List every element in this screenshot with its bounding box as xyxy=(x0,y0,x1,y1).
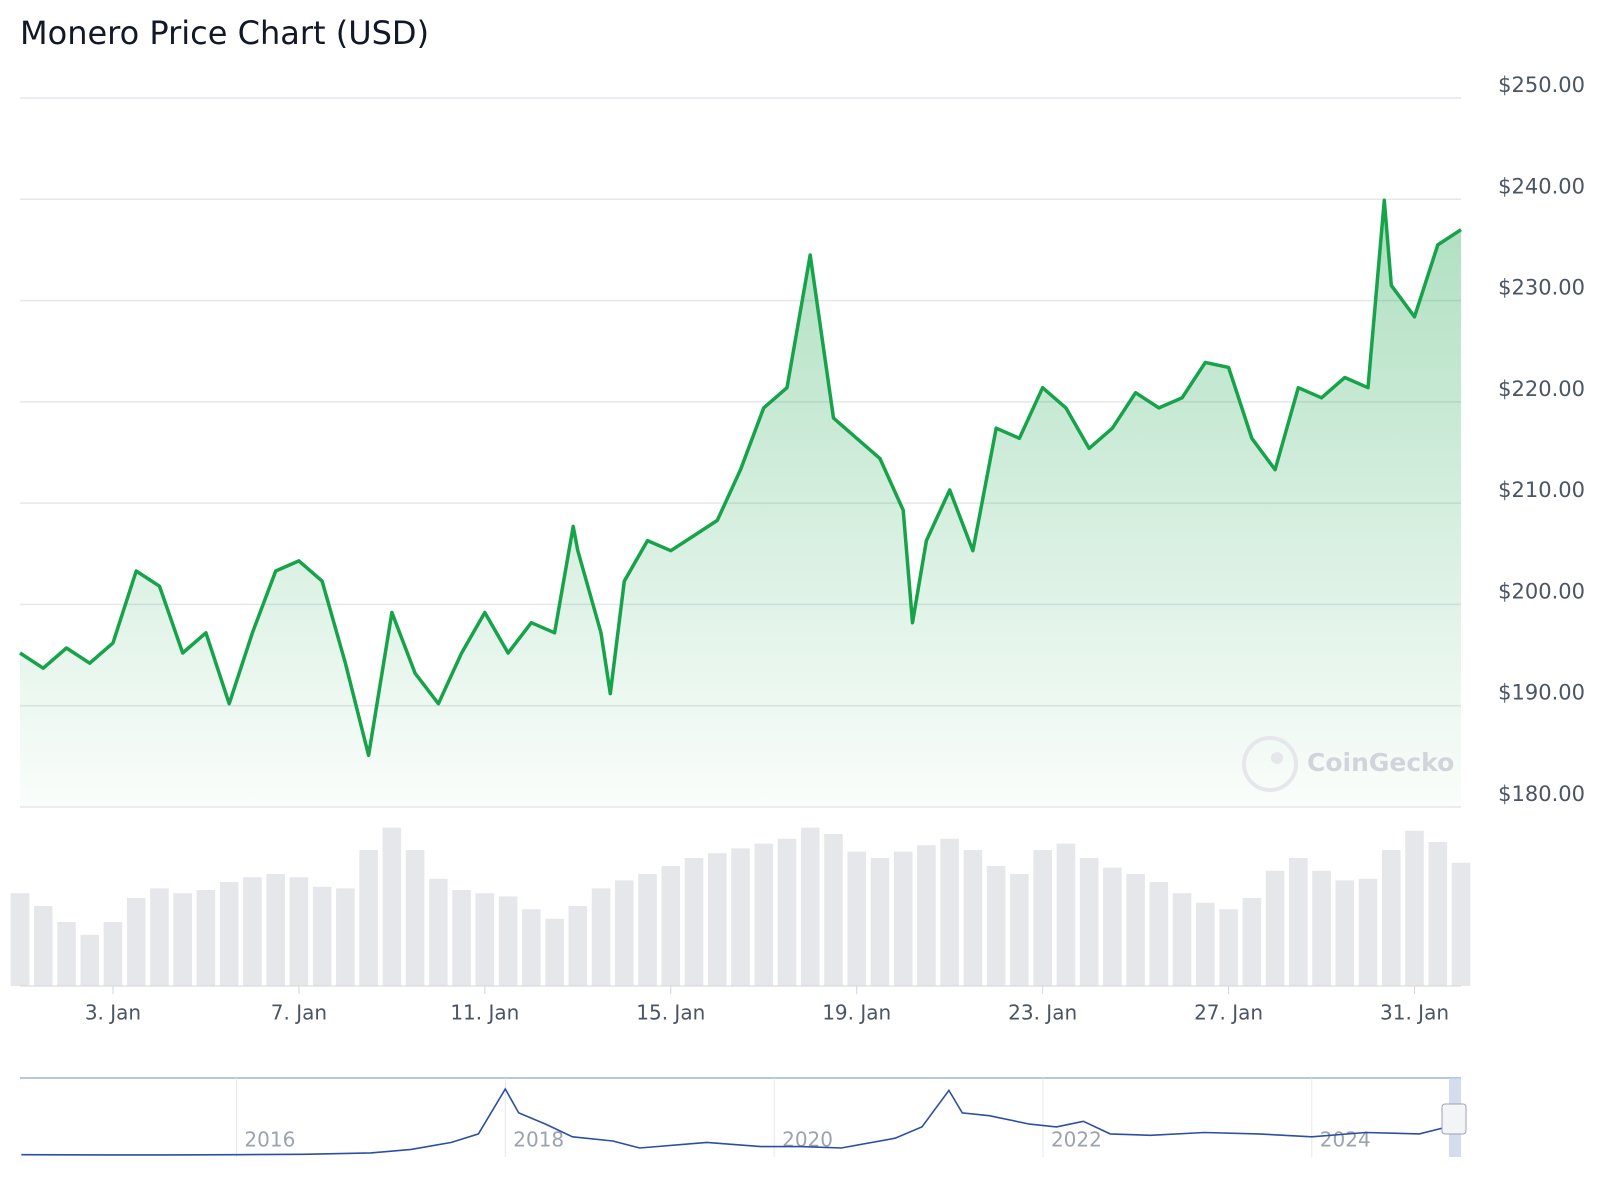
y-tick-label: $240.00 xyxy=(1498,174,1585,198)
volume-bar xyxy=(1289,858,1308,986)
volume-bar xyxy=(661,866,681,986)
price-area xyxy=(20,200,1461,808)
volume-bar xyxy=(452,890,471,986)
volume-bar xyxy=(1079,858,1099,986)
volume-bar xyxy=(917,845,936,986)
volume-bar xyxy=(336,888,355,986)
volume-bar xyxy=(684,858,704,986)
volume-bar xyxy=(1056,843,1076,986)
volume-bar xyxy=(1126,874,1145,986)
volume-bar xyxy=(289,877,309,986)
volume-bar xyxy=(1381,850,1401,986)
volume-bar xyxy=(638,874,657,986)
volume-bar xyxy=(1312,870,1331,986)
x-tick-label: 31. Jan xyxy=(1380,1001,1449,1025)
volume-bar xyxy=(707,853,727,986)
price-line xyxy=(19,198,1462,758)
volume-bar xyxy=(824,834,843,986)
y-tick-label: $180.00 xyxy=(1498,782,1585,806)
volume-bar xyxy=(893,851,913,986)
x-tick-label: 15. Jan xyxy=(636,1001,705,1025)
volume-bar xyxy=(870,858,890,986)
navigator-label: 2016 xyxy=(244,1128,295,1152)
volume-bar xyxy=(800,827,820,986)
navigator-label: 2018 xyxy=(513,1128,564,1152)
volume-bar xyxy=(1196,902,1215,986)
volume-bar xyxy=(10,893,30,986)
volume-bar xyxy=(80,934,100,986)
volume-bar xyxy=(614,880,634,986)
volume-bar xyxy=(498,896,518,986)
volume-bar xyxy=(266,874,285,986)
x-tick-label: 7. Jan xyxy=(271,1001,327,1025)
volume-bar xyxy=(1219,909,1238,986)
volume-bar xyxy=(731,848,750,986)
x-tick-label: 27. Jan xyxy=(1194,1001,1263,1025)
volume-bar xyxy=(1335,880,1355,986)
volume-bar xyxy=(1149,882,1169,986)
volume-bar xyxy=(475,893,495,986)
y-tick-label: $220.00 xyxy=(1498,377,1585,401)
y-tick-label: $230.00 xyxy=(1498,276,1585,300)
x-tick-label: 3. Jan xyxy=(85,1001,141,1025)
volume-bar xyxy=(1242,898,1262,986)
volume-bar xyxy=(545,918,564,986)
volume-bar xyxy=(568,906,588,986)
volume-bar xyxy=(591,888,611,986)
volume-bar xyxy=(33,906,53,986)
navigator-label: 2022 xyxy=(1051,1128,1102,1152)
volume-bar xyxy=(382,827,402,986)
volume-bar xyxy=(963,850,983,986)
volume-bar xyxy=(1010,874,1029,986)
volume-bar xyxy=(359,850,378,986)
volume-bar xyxy=(986,866,1006,986)
volume-bar xyxy=(522,909,541,986)
volume-bar xyxy=(243,877,262,986)
volume-bar xyxy=(777,838,797,986)
volume-bar xyxy=(940,838,959,986)
volume-bar xyxy=(1428,842,1448,986)
volume-bar xyxy=(847,851,867,986)
watermark: CoinGecko xyxy=(1307,748,1454,777)
x-tick-label: 19. Jan xyxy=(822,1001,891,1025)
volume-bar xyxy=(219,882,239,986)
volume-bar xyxy=(1358,878,1378,986)
volume-bar xyxy=(196,890,216,986)
chart-title: Monero Price Chart (USD) xyxy=(20,14,429,52)
navigator-line xyxy=(21,1087,1454,1156)
volume-bar xyxy=(1103,867,1122,986)
navigator-label: 2024 xyxy=(1320,1128,1371,1152)
volume-bar xyxy=(1265,870,1285,986)
watermark-logo xyxy=(1242,736,1298,792)
volume-bar xyxy=(150,888,169,986)
y-tick-label: $210.00 xyxy=(1498,478,1585,502)
volume-bar xyxy=(1451,862,1471,986)
volume-bar xyxy=(312,886,332,986)
volume-bar xyxy=(1172,893,1192,986)
volume-bar xyxy=(754,843,774,986)
volume-bar xyxy=(57,922,76,986)
y-tick-label: $190.00 xyxy=(1498,681,1585,705)
x-tick-label: 23. Jan xyxy=(1008,1001,1077,1025)
volume-bar xyxy=(126,898,146,986)
y-tick-label: $200.00 xyxy=(1498,579,1585,603)
volume-bar xyxy=(429,878,448,986)
volume-bar xyxy=(1405,830,1424,986)
y-tick-label: $250.00 xyxy=(1498,73,1585,97)
volume-bar xyxy=(173,893,192,986)
volume-bar xyxy=(1033,850,1052,986)
navigator-handle xyxy=(1441,1103,1467,1135)
volume-bar xyxy=(405,850,425,986)
x-tick-label: 11. Jan xyxy=(450,1001,519,1025)
volume-bar xyxy=(103,922,123,986)
